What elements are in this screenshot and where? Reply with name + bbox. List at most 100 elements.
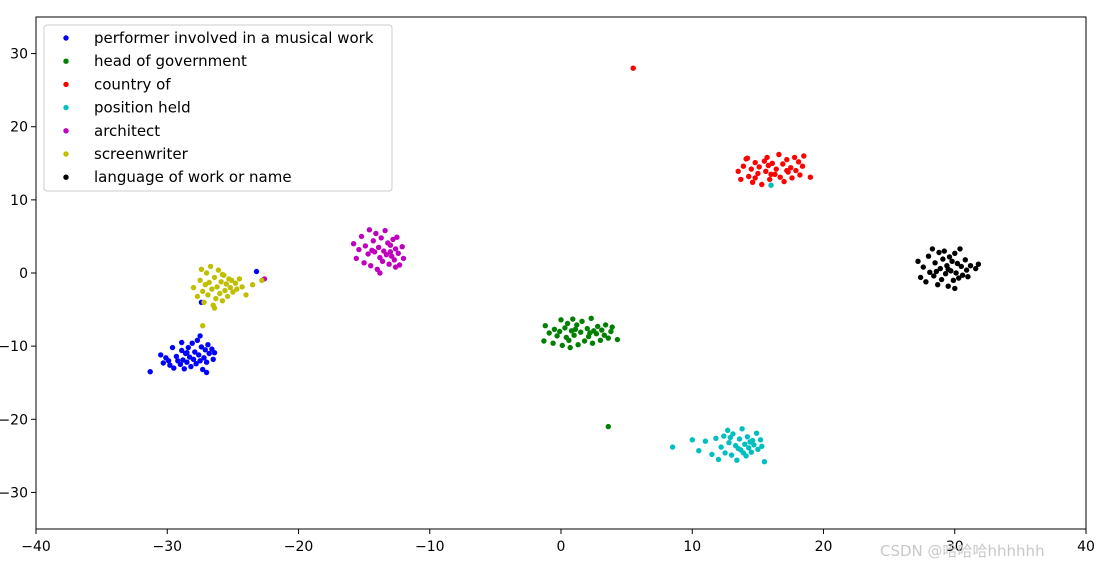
data-point-series-1-19: [581, 338, 588, 344]
data-point-series-6-30: [963, 267, 970, 273]
data-point-series-4-10: [370, 238, 376, 244]
data-point-series-2-12: [761, 158, 768, 164]
data-point-series-1-18: [579, 318, 585, 324]
legend-marker: [63, 35, 69, 41]
data-point-series-5-19: [219, 298, 226, 304]
data-point-series-5-0: [190, 284, 197, 291]
y-tick-label: 10: [10, 193, 28, 209]
x-tick-label: −30: [152, 539, 182, 555]
data-point-series-2-32: [801, 153, 807, 159]
data-point-series-0-28: [202, 347, 208, 353]
data-point-series-2-18: [773, 166, 779, 172]
data-point-series-4-16: [378, 235, 384, 241]
y-tick-label: −30: [0, 485, 28, 501]
data-point-series-2-26: [789, 175, 795, 181]
data-point-series-2-27: [791, 154, 798, 161]
data-point-series-5-15: [214, 284, 220, 290]
legend-label: architect: [94, 122, 160, 140]
data-point-series-2-0: [630, 65, 636, 71]
data-point-series-1-23: [589, 340, 596, 346]
data-point-series-3-0: [768, 182, 774, 188]
legend-marker: [63, 128, 69, 134]
data-point-series-3-12: [726, 440, 732, 446]
data-point-series-3-3: [696, 448, 702, 454]
legend-label: language of work or name: [94, 168, 292, 186]
legend-marker: [63, 81, 69, 88]
data-point-series-6-26: [957, 246, 963, 252]
data-point-series-3-2: [689, 437, 695, 443]
x-tick-label: −40: [21, 539, 51, 555]
data-point-series-4-19: [382, 227, 388, 234]
data-point-series-5-18: [218, 279, 224, 285]
data-point-series-4-31: [399, 244, 405, 250]
legend-marker: [63, 151, 69, 157]
data-point-series-5-8: [205, 292, 211, 298]
data-point-series-2-20: [777, 174, 783, 180]
data-point-series-2-21: [780, 161, 786, 167]
data-point-series-1-34: [614, 336, 621, 343]
y-tick-label: −10: [0, 339, 28, 355]
data-point-series-6-7: [931, 273, 937, 279]
data-point-series-6-31: [965, 274, 971, 280]
data-point-series-2-31: [799, 163, 806, 169]
data-point-series-4-7: [365, 251, 371, 257]
data-point-series-1-16: [575, 342, 581, 348]
data-point-series-3-16: [734, 457, 740, 463]
data-point-series-2-30: [797, 172, 803, 178]
data-point-series-5-31: [239, 284, 245, 290]
axes-layer: −40 −30 −20 −10 0 10 20 30 40 −30 −20 −10 0 10 20 30: [0, 16, 1095, 555]
data-point-series-3-17: [736, 436, 743, 442]
x-tick-label: 0: [557, 539, 566, 555]
data-point-series-6-17: [945, 283, 951, 289]
data-point-series-0-21: [193, 361, 199, 367]
data-point-series-3-19: [739, 426, 745, 432]
data-point-series-0-2: [160, 360, 166, 366]
data-point-series-2-10: [756, 164, 762, 170]
data-point-series-3-11: [725, 427, 731, 433]
data-point-series-6-8: [932, 260, 938, 266]
data-point-series-2-7: [749, 179, 756, 185]
data-point-series-0-41: [179, 339, 185, 346]
x-tick-label: −10: [415, 539, 445, 555]
data-point-series-0-6: [171, 365, 177, 371]
data-point-series-2-23: [784, 156, 790, 163]
data-point-series-1-30: [602, 322, 609, 328]
data-point-series-2-17: [772, 171, 778, 177]
data-point-series-0-5: [169, 344, 176, 351]
data-point-series-1-6: [558, 317, 564, 323]
data-point-series-6-21: [950, 277, 957, 283]
legend-label: head of government: [94, 52, 247, 70]
data-point-series-5-32: [243, 292, 249, 298]
data-point-series-5-3: [198, 266, 205, 272]
legend-label: screenwriter: [94, 145, 189, 163]
data-point-series-4-22: [386, 261, 392, 267]
y-tick-label: 30: [10, 47, 28, 63]
data-point-series-4-30: [396, 262, 403, 268]
data-point-series-2-37: [768, 171, 774, 177]
data-point-series-2-22: [781, 178, 787, 185]
data-point-series-0-22: [194, 337, 201, 343]
data-point-series-2-15: [767, 176, 773, 183]
data-point-series-4-26: [391, 257, 397, 263]
data-point-series-1-31: [605, 335, 611, 341]
data-point-series-6-28: [959, 272, 966, 278]
legend-label: position held: [94, 99, 191, 117]
data-point-series-0-14: [184, 359, 190, 365]
x-tick-label: 10: [683, 539, 701, 555]
data-point-series-1-28: [599, 327, 605, 333]
data-point-series-4-12: [373, 230, 379, 237]
data-point-series-2-3: [740, 163, 747, 169]
legend-marker: [63, 58, 69, 64]
data-point-series-0-29: [203, 359, 210, 365]
data-point-series-6-6: [929, 246, 936, 252]
data-point-series-2-2: [738, 176, 744, 183]
points-layer: [147, 65, 982, 465]
data-point-series-3-22: [744, 434, 751, 440]
data-point-series-1-33: [609, 324, 615, 330]
x-tick-label: −20: [284, 539, 314, 555]
x-tick-label: 30: [946, 539, 964, 555]
data-point-series-5-4: [200, 288, 206, 294]
data-point-series-6-13: [940, 256, 946, 262]
data-point-series-4-6: [362, 243, 369, 249]
